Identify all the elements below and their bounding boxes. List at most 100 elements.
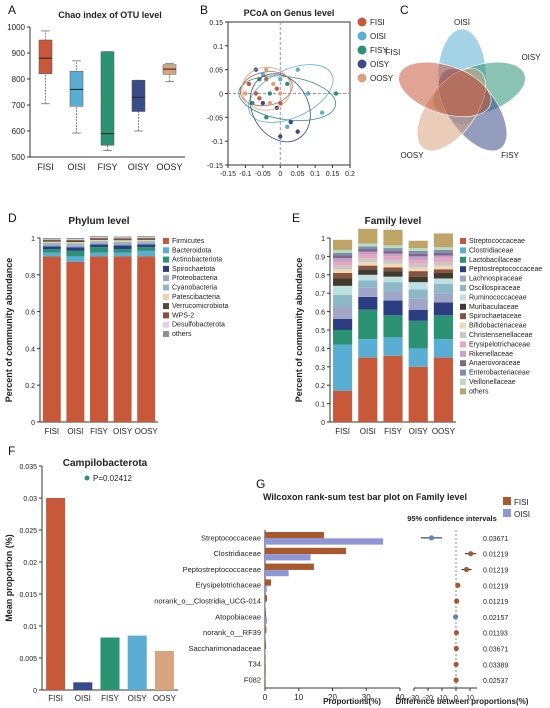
e-bar-segment [383, 250, 403, 254]
b-point-OISI [260, 72, 266, 77]
b-point-FISI [274, 86, 279, 91]
e-bar-segment [433, 315, 453, 340]
b-legend-label: FISI [370, 18, 385, 27]
g-ci-x-tick-label: -10 [437, 695, 447, 702]
g-bar-FISI [265, 532, 325, 539]
d-bar-segment [113, 241, 132, 244]
b-x-tick-label: -0.15 [220, 171, 236, 178]
d-bar-segment [42, 244, 61, 247]
d-bar-segment [90, 242, 108, 245]
e-bar-segment [433, 249, 453, 253]
d-legend-swatch [163, 293, 169, 300]
e-legend-label: Peptostreptococcaceae [469, 266, 542, 273]
g-ci-point [452, 614, 459, 620]
d-bar-segment [113, 240, 132, 242]
e-y-tick-label: 0.1 [315, 402, 325, 409]
f-bar [127, 635, 147, 690]
e-bar-segment [358, 274, 378, 281]
b-legend-label: OISY [370, 60, 390, 69]
a-x-tick-label: FISI [37, 162, 54, 172]
g-bar-FISI [265, 563, 314, 570]
e-legend-label: Erysipelotrichaceae [469, 341, 530, 348]
b-point-OISY [278, 134, 283, 139]
g-bar-FISI [265, 611, 267, 618]
e-y-tick-label: 0.3 [315, 365, 325, 372]
g-bar-OISI [265, 617, 268, 624]
d-legend-label: others [172, 331, 192, 338]
d-bar-segment [90, 252, 108, 257]
g-x-tick-label: 20 [328, 693, 337, 702]
a-y-tick-label: 700 [12, 101, 26, 110]
g-legend-label: OISI [514, 510, 530, 519]
e-bar-segment [383, 355, 403, 422]
e-bar-segment [433, 255, 453, 259]
d-bar-segment [137, 237, 156, 239]
e-bar-segment [358, 357, 378, 422]
d-bar-segment [113, 256, 132, 422]
f-bar [154, 650, 174, 690]
b-legend-label: OISI [370, 32, 386, 41]
e-bar-segment [433, 293, 453, 303]
e-bar-segment [358, 254, 378, 259]
g-category-label: T34 [248, 660, 261, 669]
d-y-tick-label: 0.2 [25, 383, 35, 390]
a-box [100, 51, 115, 146]
g-p-value: 0.03671 [483, 647, 508, 654]
g-category-label: F082 [244, 675, 261, 684]
e-bar-segment [333, 255, 353, 259]
a-y-tick-label: 800 [12, 75, 26, 84]
e-bar-segment [433, 278, 453, 284]
d-legend-swatch [163, 256, 169, 263]
g-ci-point [463, 566, 470, 573]
e-bar-segment [433, 258, 453, 262]
e-y-tick-label: 0 [321, 420, 325, 427]
d-bar-segment [66, 256, 85, 262]
e-bar-segment [383, 229, 403, 246]
g-ci-point [453, 630, 460, 636]
d-bar-segment [90, 239, 108, 242]
g-ci-point [455, 582, 461, 588]
g-category-label: Streptococcaceae [201, 533, 261, 542]
e-bar-segment [433, 357, 453, 422]
d-bar-segment [90, 256, 108, 422]
d-x-tick-label: OISY [113, 427, 133, 436]
e-legend-swatch [460, 369, 466, 376]
f-bar [100, 637, 120, 690]
d-bar-segment [137, 238, 156, 240]
c-set-label: FISI [386, 48, 401, 57]
d-x-tick-label: FISI [44, 427, 59, 436]
e-y-axis-label: Percent of community abundance [294, 258, 304, 403]
e-bar-segment [333, 318, 353, 330]
b-ellipse-OISI [248, 64, 334, 123]
b-point-FISI [264, 77, 269, 82]
b-y-tick-label: 0.15 [209, 20, 223, 27]
d-bar-segment [66, 261, 85, 422]
d-legend-label: Spirochaetota [172, 266, 215, 273]
e-bar-segment [408, 309, 428, 321]
d-bar-segment [90, 236, 108, 238]
e-bar-segment [333, 252, 353, 256]
d-bar-segment [137, 256, 156, 422]
b-y-tick-label: 0.05 [209, 68, 223, 75]
e-x-tick-label: FISI [335, 427, 350, 436]
g-ci-title: 95% confidence intervals [407, 514, 497, 523]
e-bar-segment [383, 245, 403, 249]
b-point-OOSY [267, 100, 273, 106]
e-bar-segment [408, 348, 428, 367]
g-p-value: 0.01219 [483, 568, 508, 575]
d-bar-segment [137, 250, 156, 257]
d-legend-label: Patescibacteria [172, 294, 220, 301]
d-bar-segment [90, 241, 108, 243]
g-p-value: 0.01193 [483, 631, 508, 638]
d-bar-segment [42, 252, 61, 257]
e-bar-segment [433, 302, 453, 316]
e-bar-segment [383, 248, 403, 251]
e-bar-segment [358, 287, 378, 297]
e-bar-segment [383, 256, 403, 261]
e-bar-segment [333, 269, 353, 273]
b-y-tick-label: 0.1 [213, 44, 223, 51]
d-bar-segment [42, 249, 61, 253]
e-bar-segment [358, 339, 378, 358]
b-y-tick-label: 0 [219, 92, 223, 99]
f-bar [73, 682, 93, 690]
